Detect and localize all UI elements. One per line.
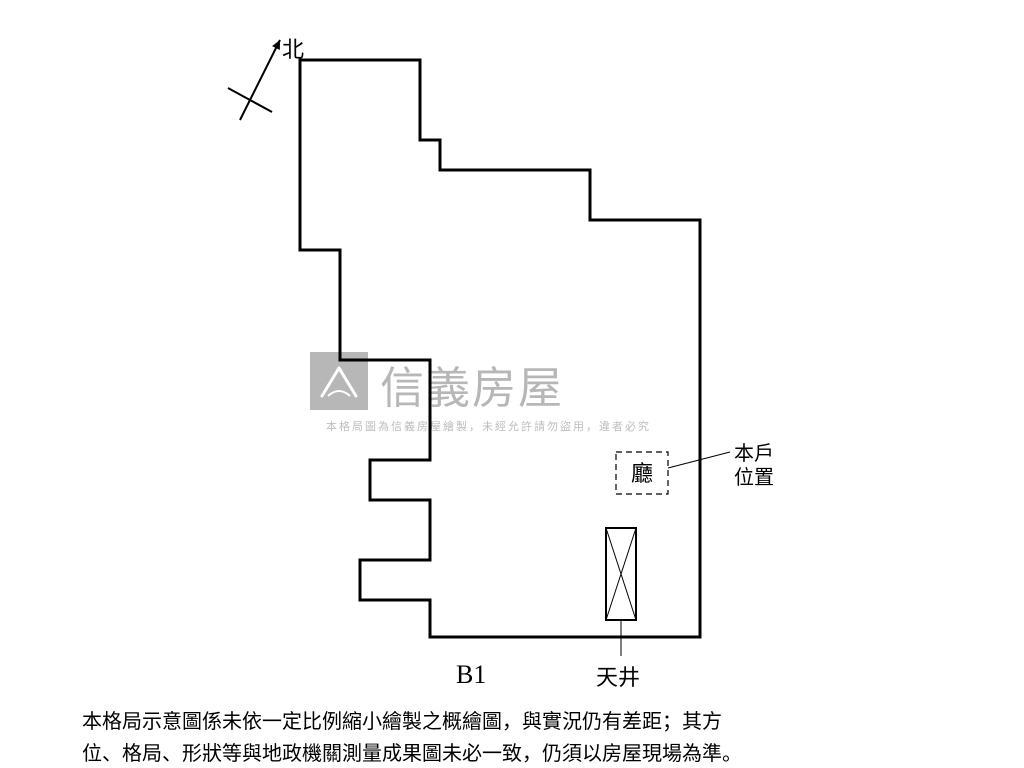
svg-text:廳: 廳 <box>631 461 653 486</box>
hall-callout-label: 本戶 位置 <box>734 442 774 490</box>
floorplan-canvas: 信義房屋 本格局圖為信義房屋繪製，未經允許請勿盜用，違者必究 廳 北 B1 天井… <box>0 0 1024 768</box>
floorplan-svg: 廳 <box>0 0 1024 768</box>
floor-level-label: B1 <box>456 660 486 690</box>
compass-north-label: 北 <box>282 32 304 64</box>
shaft-label: 天井 <box>596 660 640 692</box>
disclaimer-text: 本格局示意圖係未依一定比例縮小繪製之概繪圖，與實況仍有差距；其方 位、格局、形狀… <box>82 706 742 768</box>
